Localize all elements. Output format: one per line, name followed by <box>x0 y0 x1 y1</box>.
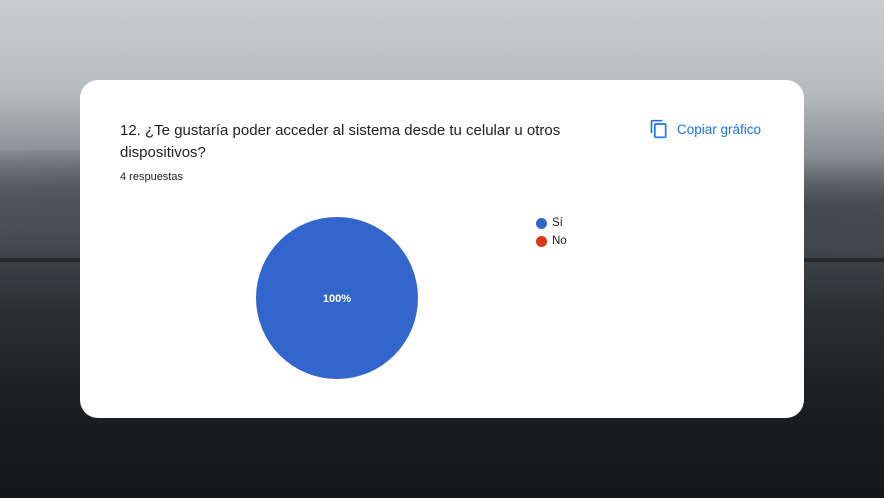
legend-dot <box>536 217 547 229</box>
pie-slice-si[interactable] <box>256 217 418 379</box>
chart-legend: Sí No <box>536 214 567 250</box>
legend-item-si[interactable]: Sí <box>536 214 567 232</box>
question-card: 12. ¿Te gustaría poder acceder al sistem… <box>80 80 804 418</box>
pie-chart-svg: 100% <box>256 217 418 379</box>
pie-chart: 100% <box>255 216 419 380</box>
legend-label: No <box>552 235 567 247</box>
question-title: 12. ¿Te gustaría poder acceder al sistem… <box>120 122 561 161</box>
response-count: 4 respuestas <box>120 171 183 183</box>
pie-slice-label: 100% <box>323 293 351 305</box>
legend-dot <box>536 235 547 247</box>
legend-label: Sí <box>552 217 563 229</box>
legend-item-no[interactable]: No <box>536 232 567 250</box>
copy-chart-button[interactable]: Copiar gráfico <box>649 119 761 139</box>
copy-chart-label: Copiar gráfico <box>677 121 762 137</box>
copy-icon <box>650 119 667 139</box>
